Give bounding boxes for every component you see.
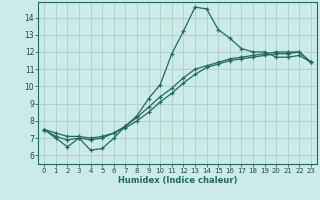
X-axis label: Humidex (Indice chaleur): Humidex (Indice chaleur) (118, 176, 237, 185)
